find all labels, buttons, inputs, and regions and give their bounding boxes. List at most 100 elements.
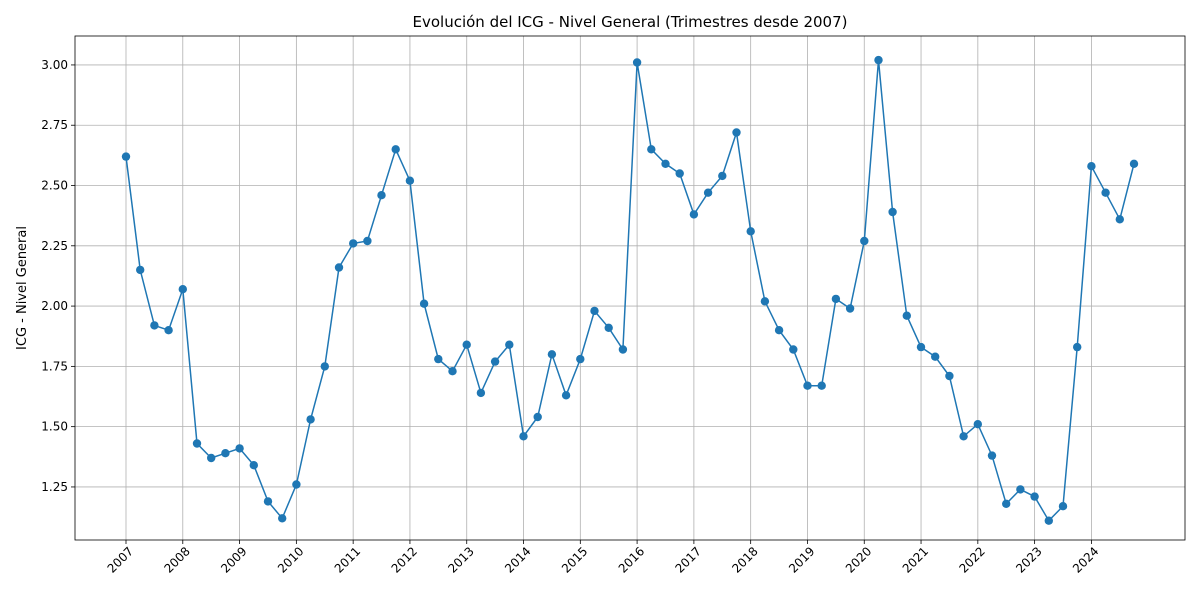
y-tick-label: 3.00 (41, 58, 68, 72)
data-markers (121, 55, 1139, 525)
data-point (136, 265, 145, 275)
x-tick-label: 2007 (105, 544, 136, 575)
data-point (164, 326, 173, 335)
data-point (349, 239, 358, 248)
data-point (1058, 502, 1068, 511)
axes-frame (74, 35, 1186, 541)
data-point (931, 352, 940, 361)
x-tick-label: 2018 (729, 544, 760, 575)
data-point (945, 371, 954, 381)
data-point (604, 323, 613, 332)
x-tick-label: 2012 (389, 544, 420, 575)
data-point (860, 236, 869, 246)
data-point (263, 497, 273, 506)
x-tick-label: 2021 (900, 544, 931, 575)
y-tick-label: 1.25 (41, 480, 68, 494)
data-point (661, 159, 670, 168)
axis-ticks: 2007 2008 2009 2010 2011 2012 2013 2014 2015 2016… (41, 58, 1101, 576)
data-point (831, 294, 841, 304)
data-point (249, 461, 258, 470)
x-tick-label: 2019 (786, 544, 817, 575)
data-point (803, 381, 812, 390)
data-point (235, 444, 244, 453)
data-point (817, 381, 826, 390)
y-tick-label: 2.75 (41, 118, 68, 132)
data-point (959, 432, 968, 441)
data-point (888, 207, 897, 217)
data-point (320, 362, 329, 371)
x-tick-label: 2010 (275, 544, 306, 575)
data-point (448, 367, 457, 376)
data-point (576, 354, 585, 364)
data-point (405, 176, 415, 185)
data-point (1002, 499, 1011, 508)
x-tick-label: 2011 (332, 544, 363, 575)
data-point (476, 388, 486, 398)
data-point (845, 304, 855, 313)
data-point (519, 432, 528, 441)
data-point (434, 354, 443, 364)
data-point (121, 152, 131, 161)
data-point (1101, 188, 1110, 197)
data-point (547, 350, 557, 359)
data-point (150, 321, 159, 330)
data-point (192, 439, 202, 448)
data-point (1073, 342, 1082, 352)
data-point (505, 340, 514, 349)
data-point (760, 297, 770, 306)
x-tick-label: 2017 (673, 544, 704, 575)
y-tick-label: 1.75 (41, 359, 68, 373)
data-point (973, 420, 982, 429)
data-point (746, 227, 755, 236)
y-tick-label: 2.25 (41, 239, 68, 253)
data-point (703, 188, 713, 197)
data-point (292, 480, 301, 489)
data-point (391, 145, 400, 154)
data-point (916, 342, 926, 352)
data-point (618, 345, 628, 354)
data-point (1030, 492, 1039, 501)
data-point (363, 236, 372, 246)
grid (75, 36, 1185, 540)
data-point (462, 340, 471, 349)
data-point (774, 326, 784, 335)
data-point (718, 171, 727, 181)
data-point (561, 391, 571, 400)
data-point (874, 55, 883, 65)
data-point (647, 145, 656, 154)
data-point (987, 451, 997, 460)
y-tick-label: 2.50 (41, 179, 68, 193)
data-point (675, 169, 684, 178)
data-point (1087, 162, 1096, 171)
data-point (419, 299, 429, 308)
y-axis-label: ICG - Nivel General (15, 226, 30, 350)
data-point (533, 412, 542, 422)
data-point (1044, 516, 1054, 525)
series-line (125, 60, 1135, 522)
x-tick-label: 2024 (1070, 544, 1101, 575)
data-point (632, 58, 642, 67)
x-tick-label: 2023 (1013, 544, 1044, 575)
data-point (490, 357, 500, 366)
x-tick-label: 2009 (218, 544, 249, 575)
data-point (221, 449, 230, 458)
x-tick-label: 2015 (559, 544, 590, 575)
data-point (902, 311, 911, 320)
x-tick-label: 2013 (445, 544, 476, 575)
x-tick-label: 2020 (843, 544, 874, 575)
data-point (590, 306, 599, 316)
chart-title: Evolución del ICG - Nivel General (Trime… (413, 13, 848, 31)
data-point (334, 263, 344, 272)
x-tick-label: 2014 (502, 544, 533, 575)
data-point (178, 285, 187, 294)
data-point (732, 128, 741, 137)
y-tick-label: 1.50 (41, 420, 68, 434)
data-point (278, 514, 287, 523)
y-tick-label: 2.00 (41, 299, 68, 313)
data-point (377, 191, 386, 200)
data-point (789, 345, 798, 354)
data-point (1016, 485, 1025, 494)
x-tick-label: 2008 (161, 544, 192, 575)
x-tick-label: 2016 (616, 544, 647, 575)
